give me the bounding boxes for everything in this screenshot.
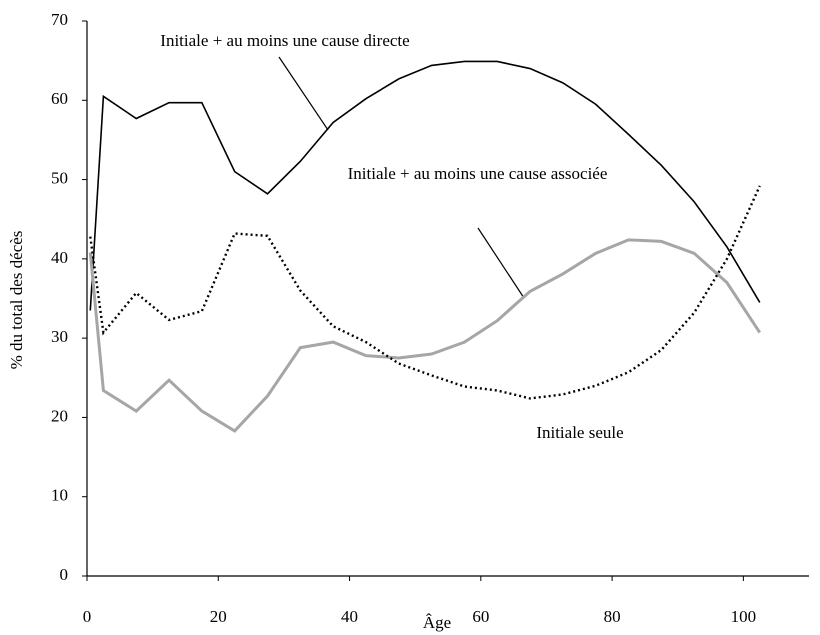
x-axis-label: Âge	[423, 613, 451, 632]
y-tick-label: 60	[51, 89, 68, 108]
pointer-line	[477, 227, 525, 299]
y-tick-label: 70	[51, 10, 68, 29]
y-tick-label: 30	[51, 327, 68, 346]
y-tick-label: 0	[60, 565, 69, 584]
y-tick-label: 40	[51, 248, 68, 267]
pointer-line	[278, 56, 329, 131]
x-tick-label: 20	[210, 607, 227, 626]
series-line	[89, 185, 761, 400]
x-tick-label: 80	[604, 607, 621, 626]
y-tick-label: 10	[51, 486, 68, 505]
x-tick-label: 0	[83, 607, 92, 626]
annotation: Initiale seule	[536, 423, 624, 442]
x-tick-label: 60	[472, 607, 489, 626]
x-tick-label: 100	[731, 607, 757, 626]
y-tick-label: 50	[51, 168, 68, 187]
x-tick-label: 40	[341, 607, 358, 626]
y-tick-label: 20	[51, 406, 68, 425]
series-line	[88, 238, 762, 433]
annotation: Initiale + au moins une cause directe	[160, 31, 410, 50]
y-axis-label: % du total des décès	[7, 231, 26, 370]
series-line	[89, 60, 761, 311]
annotation: Initiale + au moins une cause associée	[347, 164, 608, 183]
